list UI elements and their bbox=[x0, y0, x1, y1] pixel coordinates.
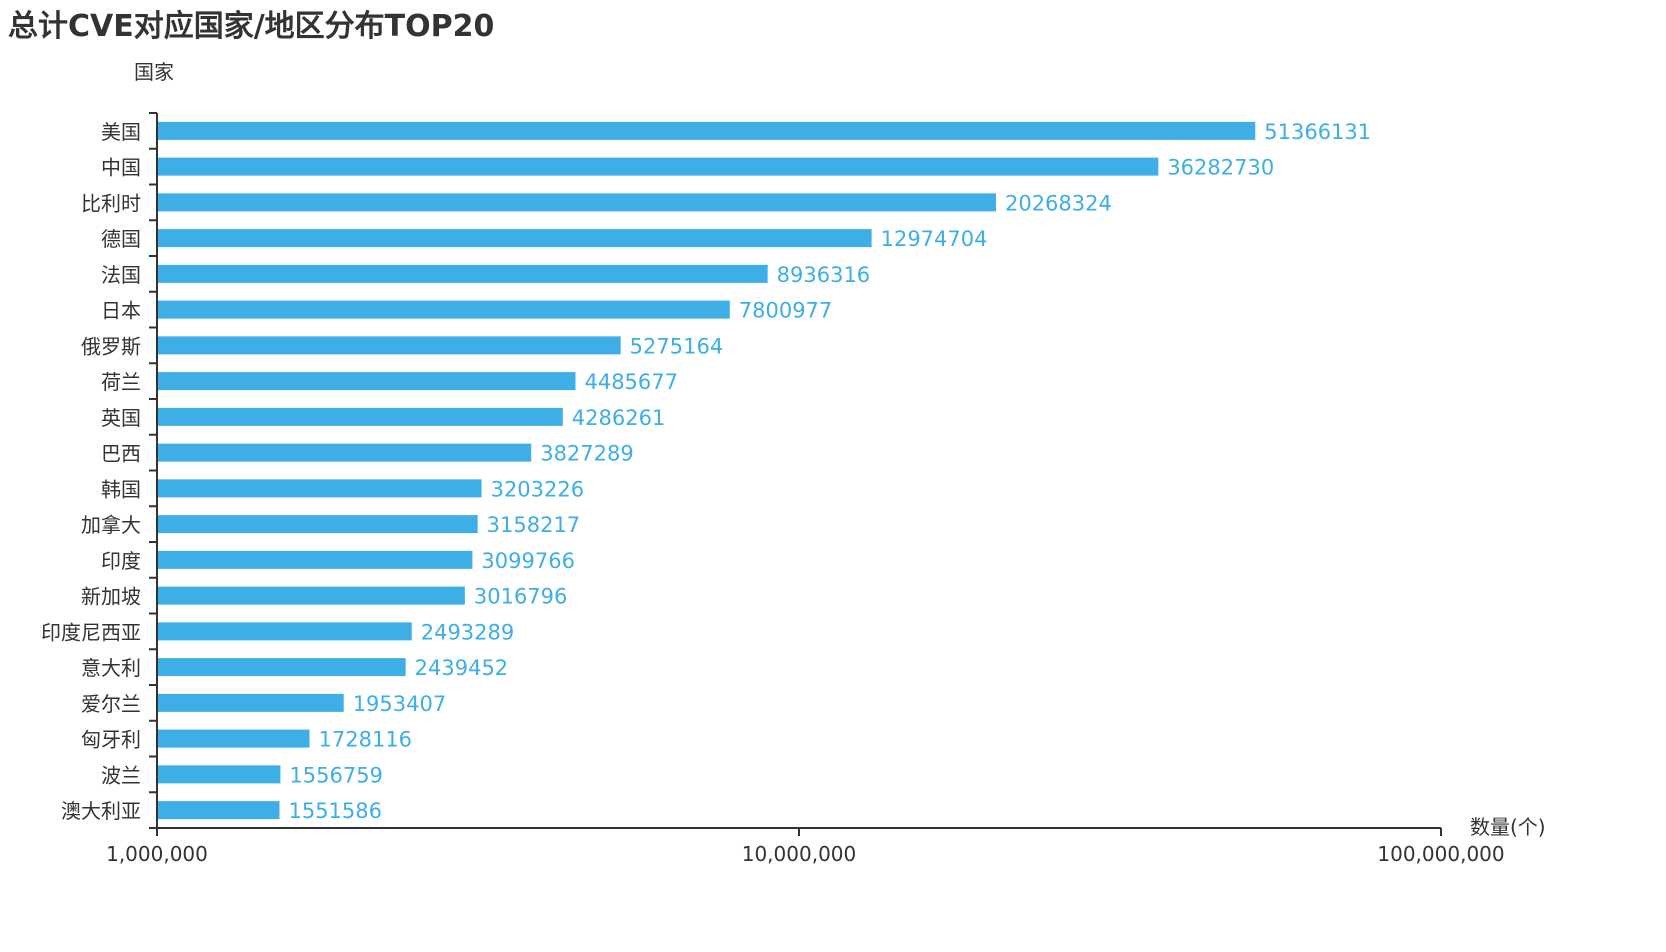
bar bbox=[157, 693, 344, 712]
y-tick-label: 俄罗斯 bbox=[81, 334, 141, 358]
bar bbox=[157, 658, 406, 677]
y-tick-label: 比利时 bbox=[81, 191, 141, 215]
bar bbox=[157, 229, 872, 248]
bar bbox=[157, 157, 1159, 176]
data-label: 20268324 bbox=[1005, 191, 1112, 215]
data-label: 5275164 bbox=[630, 334, 724, 358]
y-tick-label: 法国 bbox=[101, 263, 141, 287]
y-tick-label: 加拿大 bbox=[81, 513, 141, 537]
y-tick-label: 澳大利亚 bbox=[61, 799, 141, 823]
bar bbox=[157, 407, 563, 426]
data-label: 3203226 bbox=[491, 477, 585, 501]
data-label: 3158217 bbox=[487, 513, 581, 537]
axes-group: 美国中国比利时德国法国日本俄罗斯荷兰英国巴西韩国加拿大印度新加坡印度尼西亚意大利… bbox=[41, 112, 1505, 866]
y-tick-label: 荷兰 bbox=[101, 370, 141, 394]
bars-group: 51366131 36282730 20268324 12974704 8936316 7… bbox=[157, 120, 1371, 823]
bar bbox=[157, 729, 310, 748]
bar bbox=[157, 801, 280, 820]
data-label: 36282730 bbox=[1167, 156, 1274, 180]
data-label: 1728116 bbox=[319, 728, 413, 752]
data-label: 3016796 bbox=[474, 585, 568, 609]
data-label: 51366131 bbox=[1264, 120, 1371, 144]
y-tick-label: 美国 bbox=[101, 120, 141, 144]
data-label: 4485677 bbox=[584, 370, 678, 394]
bar bbox=[157, 586, 465, 605]
x-tick-label: 10,000,000 bbox=[742, 842, 857, 866]
data-label: 4286261 bbox=[572, 406, 666, 430]
y-tick-label: 日本 bbox=[101, 299, 141, 323]
bar bbox=[157, 300, 730, 319]
x-axis-title: 数量(个) bbox=[1470, 815, 1546, 839]
y-tick-label: 巴西 bbox=[101, 442, 141, 466]
data-label: 12974704 bbox=[881, 227, 988, 251]
y-tick-label: 新加坡 bbox=[81, 585, 141, 609]
bar bbox=[157, 765, 281, 784]
data-label: 1556759 bbox=[289, 763, 383, 787]
data-label: 3827289 bbox=[540, 442, 634, 466]
y-tick-label: 中国 bbox=[101, 156, 141, 180]
bar bbox=[157, 550, 473, 569]
y-tick-label: 波兰 bbox=[101, 763, 141, 787]
x-tick-label: 100,000,000 bbox=[1377, 842, 1504, 866]
bar bbox=[157, 121, 1256, 140]
bar bbox=[157, 515, 478, 534]
y-tick-label: 德国 bbox=[101, 227, 141, 251]
data-label: 7800977 bbox=[739, 299, 833, 323]
y-tick-label: 韩国 bbox=[101, 477, 141, 501]
data-label: 2439452 bbox=[415, 656, 509, 680]
y-tick-label: 意大利 bbox=[81, 656, 141, 680]
data-label: 2493289 bbox=[421, 620, 515, 644]
y-tick-label: 印度尼西亚 bbox=[41, 620, 141, 644]
chart-title: 总计CVE对应国家/地区分布TOP20 bbox=[8, 9, 494, 44]
bar bbox=[157, 443, 532, 462]
data-label: 1953407 bbox=[353, 692, 447, 716]
data-label: 3099766 bbox=[481, 549, 575, 573]
y-tick-label: 英国 bbox=[101, 406, 141, 430]
data-label: 1551586 bbox=[288, 799, 382, 823]
y-axis-title: 国家 bbox=[134, 60, 174, 84]
bar bbox=[157, 622, 412, 641]
y-tick-label: 爱尔兰 bbox=[81, 692, 141, 716]
bar bbox=[157, 336, 621, 355]
bar bbox=[157, 264, 768, 283]
data-label: 8936316 bbox=[777, 263, 871, 287]
y-tick-label: 匈牙利 bbox=[81, 728, 141, 752]
bar bbox=[157, 479, 482, 498]
bar bbox=[157, 193, 996, 212]
y-tick-label: 印度 bbox=[101, 549, 141, 573]
x-tick-label: 1,000,000 bbox=[106, 842, 208, 866]
bar bbox=[157, 372, 576, 391]
